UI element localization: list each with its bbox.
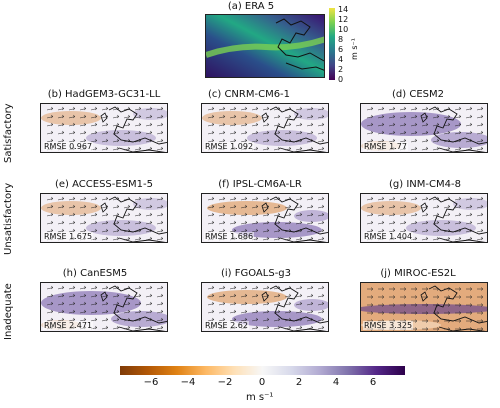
panel-title: (b) HadGEM3-GC31-LL: [47, 89, 161, 100]
rmse-label: RMSE 1.675: [43, 232, 94, 241]
map-panel: RMSE 1.675: [40, 193, 168, 243]
colorbar-tick-labels: −6 −4 −2 0 2 4 6: [143, 377, 377, 388]
panel-title: (f) IPSL-CM6A-LR: [218, 179, 302, 190]
difference-colorbar: [120, 366, 405, 375]
map-panel: RMSE 0.967: [40, 103, 168, 153]
panel-title: (c) CNRM-CM6-1: [207, 89, 291, 100]
era5-title: (a) ERA 5: [227, 1, 275, 12]
era5-map: [205, 14, 325, 78]
rmse-label: RMSE 0.967: [43, 142, 94, 151]
panel-title: (h) CanESM5: [62, 268, 128, 279]
rmse-label: RMSE 1.686: [204, 232, 255, 241]
rmse-label: RMSE 2.471: [43, 321, 94, 330]
row-label-unsatisfactory: Unsatisfactory: [3, 182, 14, 255]
map-panel: RMSE 1.092: [201, 103, 329, 153]
era5-colorbar: [329, 8, 335, 80]
panel-title: (i) FGOALS-g3: [220, 268, 292, 279]
panel-title: (d) CESM2: [392, 89, 444, 100]
rmse-label: RMSE 3.325: [363, 321, 414, 330]
era5-unit-label: m s⁻¹: [350, 38, 359, 60]
panel-title: (j) MIROC-ES2L: [380, 268, 456, 279]
row-label-inadequate: Inadequate: [3, 283, 14, 340]
map-panel: RMSE 1.77: [360, 103, 488, 153]
map-panel: RMSE 2.62: [201, 282, 329, 332]
panel-title: (g) INM-CM4-8: [389, 179, 461, 190]
panel-title: (e) ACCESS-ESM1-5: [54, 179, 154, 190]
map-panel: RMSE 2.471: [40, 282, 168, 332]
colorbar-unit-label: m s⁻¹: [246, 392, 274, 403]
rmse-label: RMSE 1.092: [204, 142, 255, 151]
map-panel: RMSE 3.325: [360, 282, 488, 332]
map-panel: RMSE 1.686: [201, 193, 329, 243]
rmse-label: RMSE 1.404: [363, 232, 414, 241]
row-label-satisfactory: Satisfactory: [3, 103, 14, 163]
map-panel: RMSE 1.404: [360, 193, 488, 243]
rmse-label: RMSE 2.62: [204, 321, 249, 330]
rmse-label: RMSE 1.77: [363, 142, 408, 151]
